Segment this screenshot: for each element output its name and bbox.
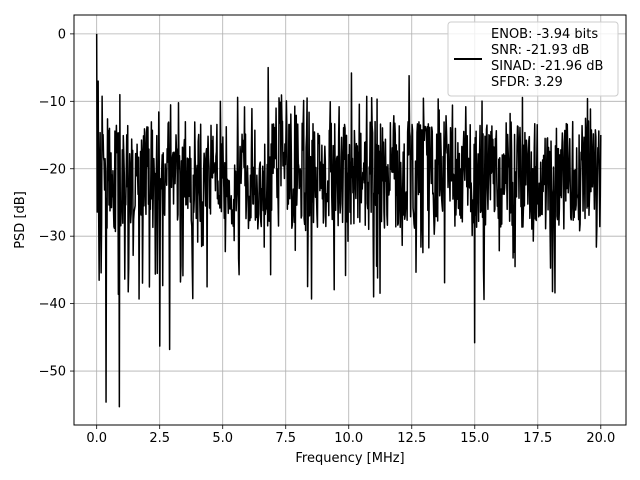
y-axis-label: PSD [dB] <box>13 191 28 249</box>
x-tick-label: 17.5 <box>523 431 552 446</box>
x-tick-label: 7.5 <box>275 431 296 446</box>
y-tick-label: −10 <box>39 95 66 110</box>
y-tick-label: 0 <box>58 27 66 42</box>
x-tick-label: 12.5 <box>397 431 426 446</box>
plot-area <box>95 33 602 408</box>
legend-line-sfdr: SFDR: 3.29 <box>491 75 563 90</box>
legend-line-snr: SNR: -21.93 dB <box>491 43 589 58</box>
y-tick-label: −40 <box>39 297 66 312</box>
x-tick-label: 2.5 <box>149 431 170 446</box>
x-tick-label: 5.0 <box>212 431 233 446</box>
legend-line-sinad: SINAD: -21.96 dB <box>491 59 603 74</box>
x-tick-label: 15.0 <box>460 431 489 446</box>
legend-box <box>447 21 619 97</box>
axes-frame <box>73 14 627 426</box>
x-tick-label: 20.0 <box>586 431 615 446</box>
x-axis-label: Frequency [MHz] <box>295 451 404 466</box>
y-tick-label: −50 <box>39 365 66 380</box>
y-tick-label: −30 <box>39 230 66 245</box>
psd-series-line <box>95 33 602 408</box>
legend-line-enob: ENOB: -3.94 bits <box>491 27 598 42</box>
legend: ENOB: -3.94 bits SNR: -21.93 dB SINAD: -… <box>447 21 619 97</box>
y-tick-label: −20 <box>39 162 66 177</box>
y-axis-ticks: 0 −10 −20 −30 −40 −50 <box>39 27 74 380</box>
x-tick-label: 0.0 <box>86 431 107 446</box>
x-tick-label: 10.0 <box>334 431 363 446</box>
x-axis-ticks: 0.0 2.5 5.0 7.5 10.0 12.5 15.0 17.5 20.0 <box>86 425 615 446</box>
